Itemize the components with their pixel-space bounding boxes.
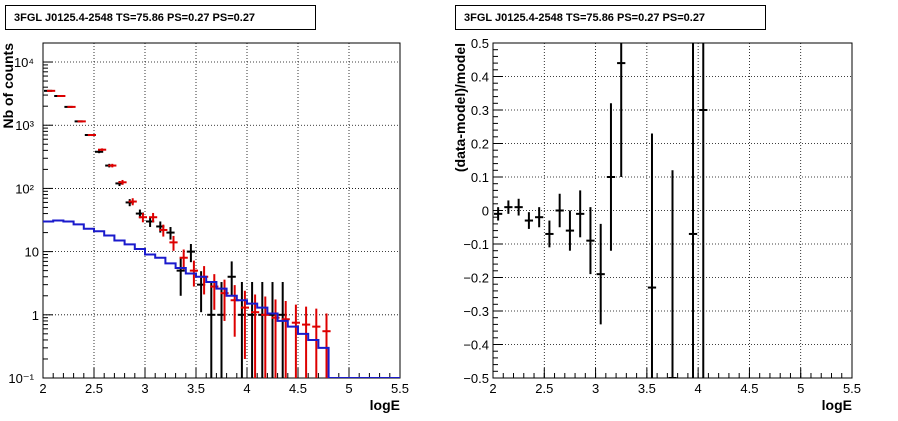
y-tick-label: −0.4 <box>463 338 489 353</box>
y-tick-label: 10⁴ <box>14 55 34 70</box>
x-tick-label: 4 <box>695 381 702 396</box>
y-tick-label: 10³ <box>15 118 34 133</box>
x-tick-label: 5 <box>345 381 352 396</box>
y-tick-label: 0.3 <box>471 103 489 118</box>
x-tick-label: 2 <box>489 381 496 396</box>
x-tick-label: 3.5 <box>187 381 205 396</box>
x-tick-label: 2.5 <box>535 381 553 396</box>
x-tick-label: 5 <box>797 381 804 396</box>
x-tick-label: 4 <box>243 381 250 396</box>
y-tick-label: 0.5 <box>471 36 489 51</box>
x-tick-label: 2.5 <box>85 381 103 396</box>
x-tick-label: 3 <box>141 381 148 396</box>
y-tick-label: −0.2 <box>463 271 489 286</box>
x-axis-label: logE <box>370 397 400 413</box>
y-tick-label: 10 <box>25 245 39 260</box>
series-group <box>494 43 708 378</box>
x-tick-label: 4.5 <box>740 381 758 396</box>
y-tick-label: 0.1 <box>471 170 489 185</box>
x-tick-label: 2 <box>39 381 46 396</box>
y-axis-label: Nb of counts <box>0 43 16 129</box>
x-tick-label: 4.5 <box>289 381 307 396</box>
y-tick-label: 0 <box>482 204 489 219</box>
background-model-line <box>43 219 400 378</box>
x-tick-label: 3.5 <box>638 381 656 396</box>
left-chart-title: 3FGL J0125.4-2548 TS=75.86 PS=0.27 PS=0.… <box>5 5 316 30</box>
y-tick-label: 10² <box>15 181 34 196</box>
right-chart-title: 3FGL J0125.4-2548 TS=75.86 PS=0.27 PS=0.… <box>455 5 766 30</box>
y-axis-label: (data-model)/model <box>452 43 468 172</box>
x-tick-label: 3 <box>592 381 599 396</box>
x-axis-label: logE <box>822 397 852 413</box>
y-tick-label: −0.3 <box>463 304 489 319</box>
x-tick-label: 5.5 <box>843 381 861 396</box>
series-group <box>43 89 400 378</box>
y-tick-label: 10⁻¹ <box>8 371 34 386</box>
y-tick-label: −0.5 <box>463 371 489 386</box>
y-tick-label: 0.4 <box>471 70 489 85</box>
y-tick-label: 1 <box>32 308 39 323</box>
x-tick-label: 5.5 <box>391 381 409 396</box>
y-tick-label: −0.1 <box>463 237 489 252</box>
y-tick-label: 0.2 <box>471 137 489 152</box>
